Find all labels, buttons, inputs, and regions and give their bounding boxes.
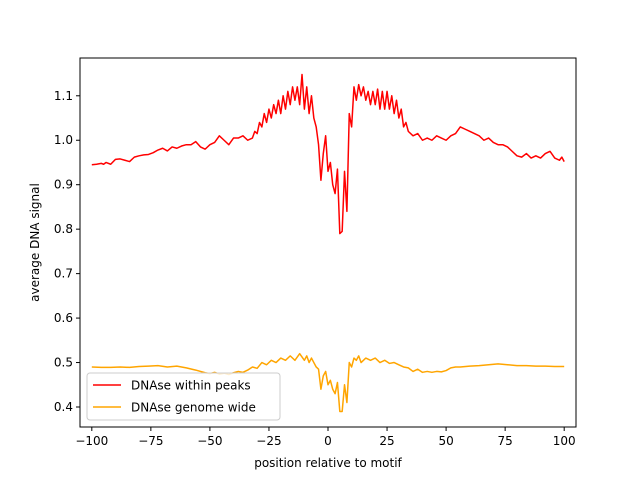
y-axis-ticks: 0.4 0.5 0.6 0.7 0.8 0.9 1.0 1.1 [54,89,80,414]
x-tick-label: −100 [75,434,108,448]
y-tick-label: 0.5 [54,356,73,370]
x-tick-label: 50 [438,434,453,448]
legend-box [86,372,281,421]
y-tick-label: 0.9 [54,178,73,192]
y-tick-label: 0.8 [54,222,73,236]
x-axis-label: position relative to motif [254,456,402,470]
x-axis-ticks: −100 −75 −50 −25 0 25 50 75 100 [75,427,576,448]
y-tick-label: 0.6 [54,311,73,325]
x-tick-label: 75 [498,434,513,448]
y-tick-label: 1.1 [54,89,73,103]
y-tick-label: 0.4 [54,400,73,414]
series-line-dnase-within-peaks [91,73,565,235]
x-tick-label: 25 [379,434,394,448]
x-tick-label: 100 [553,434,576,448]
x-tick-label: 0 [324,434,332,448]
plot-area [80,58,576,427]
legend-label-genome-wide: DNAse genome wide [131,401,256,415]
x-tick-label: −50 [197,434,222,448]
y-axis-label: average DNA signal [28,183,42,302]
legend-label-within-peaks: DNAse within peaks [131,379,251,393]
x-tick-label: −25 [256,434,281,448]
legend: DNAse within peaks DNAse genome wide [86,372,281,421]
x-tick-label: −75 [138,434,163,448]
y-tick-label: 1.0 [54,133,73,147]
y-tick-label: 0.7 [54,267,73,281]
